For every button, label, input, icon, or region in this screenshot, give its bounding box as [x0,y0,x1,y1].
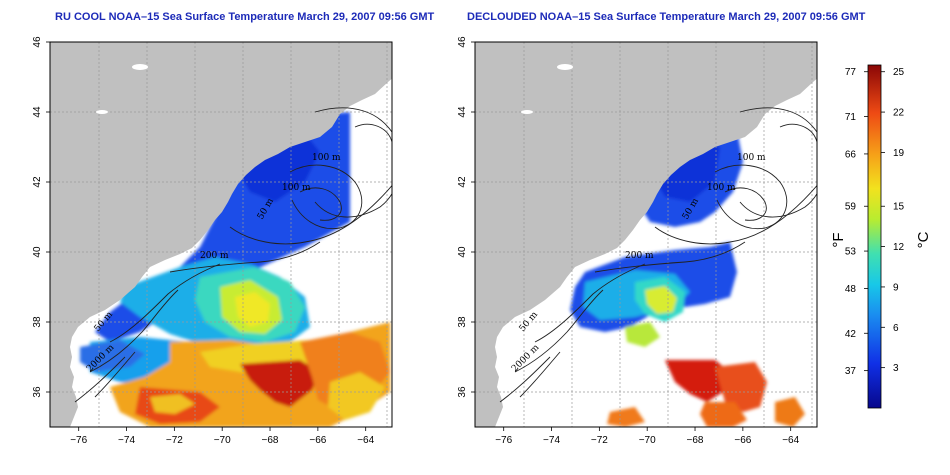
lon-tick-label: −70 [214,435,231,446]
celsius-tick-label: 15 [893,202,905,213]
fahrenheit-tick-label: 59 [845,202,857,213]
lon-tick-label: −70 [639,435,656,446]
celsius-tick-label: 6 [893,323,899,334]
lon-tick-label: −72 [166,435,183,446]
contour-label: 100 m [312,153,341,163]
fahrenheit-unit-label: °F [830,232,847,247]
lat-tick-label: 38 [32,316,43,328]
lon-tick-label: −76 [495,435,512,446]
left-map-axes: −76 −74 −72 −70 −68 −66 −64 36 38 40 42 44 46 [32,36,375,446]
fahrenheit-tick-label: 48 [845,284,857,295]
celsius-tick-label: 19 [893,148,905,159]
contour-label: 100 m [282,183,311,193]
colorbar-gradient [867,64,882,409]
fahrenheit-tick-label: 77 [845,67,857,78]
lon-tick-label: −74 [118,435,135,446]
contour-label: 100 m [737,153,766,163]
lon-tick-label: −74 [543,435,560,446]
lat-tick-label: 46 [457,36,468,48]
contour-label: 200 m [200,251,229,261]
lat-tick-label: 36 [32,386,43,398]
lat-tick-label: 44 [32,106,43,118]
celsius-tick-label: 9 [893,282,899,293]
celsius-tick-label: 12 [893,242,905,253]
fahrenheit-tick-label: 42 [845,329,857,340]
lon-tick-label: −68 [262,435,279,446]
right-sst-map[interactable]: 100 m 100 m 50 m 200 m 50 m 2000 m [474,41,835,428]
lon-tick-label: −66 [734,435,751,446]
fahrenheit-tick-label: 37 [845,366,857,377]
lon-tick-label: −64 [782,435,799,446]
fahrenheit-tick-label: 71 [845,112,857,123]
temperature-colorbar: 25 22 19 15 12 9 6 3 77 71 66 59 53 48 42 37 °F °C [830,64,932,409]
lon-tick-label: −64 [357,435,374,446]
contour-label: 200 m [625,251,654,261]
celsius-tick-label: 3 [893,363,899,374]
contour-label: 100 m [707,183,736,193]
lon-tick-label: −72 [591,435,608,446]
lat-tick-label: 40 [32,246,43,258]
lat-tick-label: 38 [457,316,468,328]
left-panel-title: RU COOL NOAA–15 Sea Surface Temperature … [55,11,435,23]
lon-tick-label: −68 [687,435,704,446]
lon-tick-label: −66 [309,435,326,446]
lon-tick-label: −76 [70,435,87,446]
lat-tick-label: 42 [32,176,43,188]
lat-tick-label: 36 [457,386,468,398]
lat-tick-label: 40 [457,246,468,258]
right-panel-title: DECLOUDED NOAA–15 Sea Surface Temperatur… [467,11,866,23]
lat-tick-label: 42 [457,176,468,188]
lat-tick-label: 46 [32,36,43,48]
celsius-tick-label: 25 [893,67,905,78]
right-map-axes: −76 −74 −72 −70 −68 −66 −64 36 38 40 42 44 46 [457,36,800,446]
lat-tick-label: 44 [457,106,468,118]
fahrenheit-tick-label: 66 [845,149,857,160]
celsius-unit-label: °C [915,231,932,248]
celsius-tick-label: 22 [893,108,905,119]
fahrenheit-tick-label: 53 [845,247,857,258]
left-sst-map[interactable]: 100 m 100 m 50 m 200 m 50 m 2000 m [49,41,410,428]
